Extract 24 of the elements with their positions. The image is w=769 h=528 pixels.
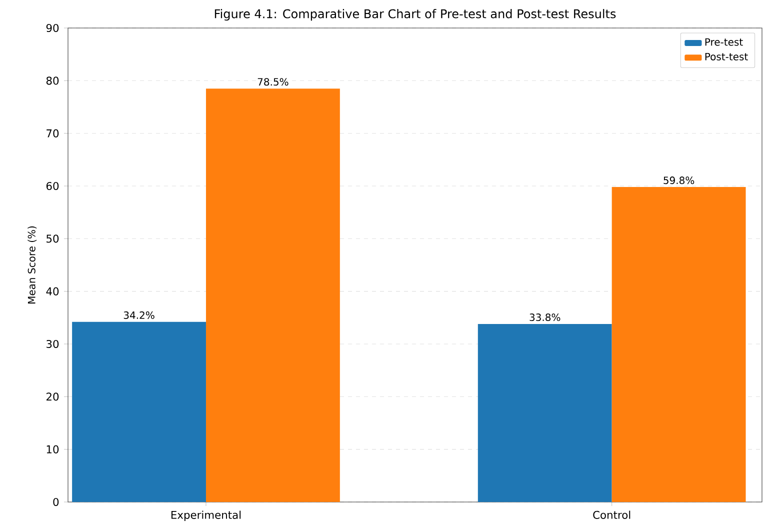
y-tick-label: 60 [46,182,59,190]
y-tick-label: 50 [46,234,59,243]
chart-title: Figure 4.1: Comparative Bar Chart of Pre-test and Post-test Results [214,9,616,21]
y-tick-label: 10 [46,445,59,454]
y-tick-label: 40 [46,287,59,296]
y-tick-label: 20 [46,392,59,401]
data-label: 34.2% [124,311,154,319]
y-tick-label: 70 [46,129,59,138]
y-tick-label: 80 [46,76,59,85]
bar [72,322,206,502]
bar [478,324,612,502]
x-tick-label: Control [593,510,630,519]
x-tick-label: Experimental [171,510,241,522]
bar [612,187,746,502]
data-label: 78.5% [258,78,288,86]
y-tick-label: 30 [46,340,59,348]
bar [206,88,340,502]
data-label: 33.8% [530,313,560,322]
y-axis-title: Mean Score (%) [28,226,37,304]
legend-label: Pre-test [705,38,743,46]
y-tick-label: 0 [53,498,59,506]
data-label: 59.8% [664,176,694,184]
y-tick-label: 90 [46,24,59,32]
legend-label: Post-test [705,52,748,60]
